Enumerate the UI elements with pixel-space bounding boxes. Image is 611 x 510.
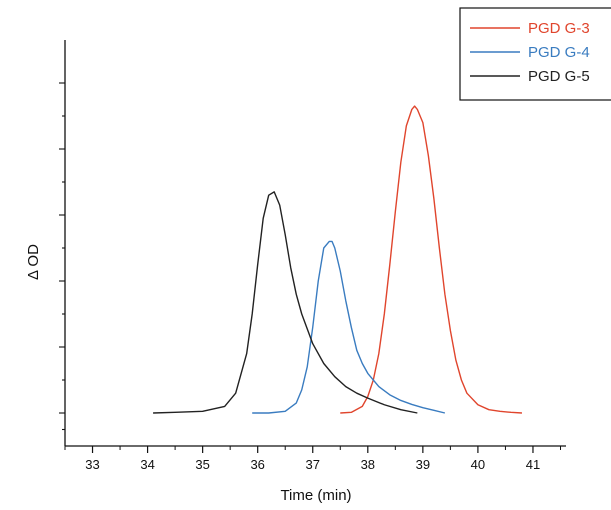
x-tick-label: 41 bbox=[526, 457, 540, 472]
x-tick-label: 40 bbox=[471, 457, 485, 472]
x-tick-label: 37 bbox=[306, 457, 320, 472]
axes: 33 34 35 36 37 38 39 40 41 bbox=[59, 40, 566, 472]
x-tick-label: 39 bbox=[416, 457, 430, 472]
legend-label-3: PGD G-5 bbox=[528, 68, 590, 85]
x-axis-title: Time (min) bbox=[280, 487, 351, 504]
series-line-3 bbox=[153, 191, 418, 414]
x-tick-label: 35 bbox=[195, 457, 209, 472]
series-layer bbox=[153, 105, 523, 414]
y-axis-title: Δ OD bbox=[25, 244, 42, 280]
series-line-2 bbox=[252, 240, 446, 414]
x-tick-label: 33 bbox=[85, 457, 99, 472]
series-line-1 bbox=[340, 105, 523, 414]
x-tick-label: 38 bbox=[361, 457, 375, 472]
legend-label-1: PGD G-3 bbox=[528, 20, 590, 37]
x-tick-label: 36 bbox=[250, 457, 264, 472]
legend: PGD G-3 PGD G-4 PGD G-5 bbox=[459, 7, 611, 101]
legend-label-2: PGD G-4 bbox=[528, 44, 590, 61]
legend-box bbox=[459, 7, 611, 101]
x-tick-label: 34 bbox=[140, 457, 154, 472]
